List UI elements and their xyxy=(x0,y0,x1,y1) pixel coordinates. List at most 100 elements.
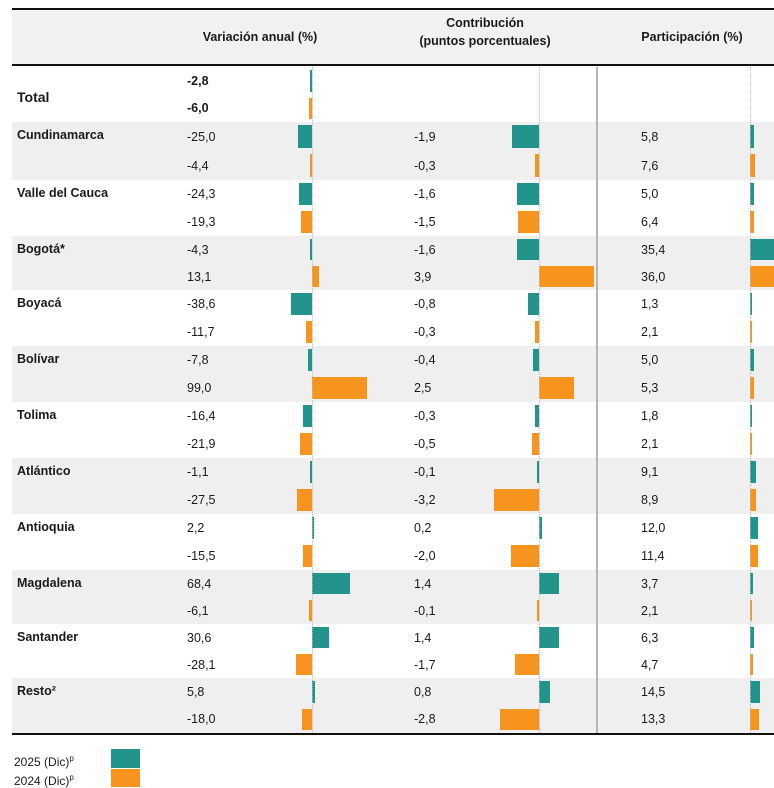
part-value-cundinamarca-2025: 5,8 xyxy=(641,129,659,144)
part-bar-bogota-2025 xyxy=(750,239,774,260)
contrib-value-antioquia-2024: -2,0 xyxy=(414,549,436,563)
var-value-bogota-2025: -4,3 xyxy=(187,242,209,257)
part-value-tolima-2024: 2,1 xyxy=(641,437,659,451)
var-bar-magdalena-2024 xyxy=(308,600,312,621)
part-value-magdalena-2024: 2,1 xyxy=(641,603,659,618)
contrib-bar-resto-2024 xyxy=(499,708,539,730)
contrib-value-magdalena-2025: 1,4 xyxy=(414,576,432,591)
var-value-boyaca-2024: -11,7 xyxy=(187,325,215,339)
contrib-value-cundinamarca-2025: -1,9 xyxy=(414,129,436,144)
part-value-magdalena-2025: 3,7 xyxy=(641,576,659,591)
contrib-value-tolima-2025: -0,3 xyxy=(414,409,436,423)
contrib-value-valle-del-cauca-2025: -1,6 xyxy=(414,187,436,201)
part-bar-boyaca-2025 xyxy=(750,293,752,315)
contrib-bar-boyaca-2025 xyxy=(527,293,539,315)
top-rule xyxy=(12,8,774,10)
part-value-santander-2025: 6,3 xyxy=(641,630,659,645)
var-value-resto-2024: -18,0 xyxy=(187,712,216,727)
part-value-bogota-2024: 36,0 xyxy=(641,269,666,284)
contrib-value-bogota-2025: -1,6 xyxy=(414,242,436,257)
contrib-value-valle-del-cauca-2024: -1,5 xyxy=(414,215,436,229)
var-value-cundinamarca-2024: -4,4 xyxy=(187,158,209,173)
part-bar-resto-2024 xyxy=(750,708,760,730)
contrib-bar-cundinamarca-2025 xyxy=(512,125,539,148)
part-value-atlantico-2024: 8,9 xyxy=(641,493,659,507)
row-band xyxy=(12,122,774,180)
contrib-bar-valle-del-cauca-2025 xyxy=(516,183,539,205)
contrib-value-santander-2025: 1,4 xyxy=(414,630,432,645)
contrib-bar-resto-2025 xyxy=(539,681,551,703)
part-value-bogota-2025: 35,4 xyxy=(641,242,666,257)
var-bar-santander-2024 xyxy=(296,654,312,675)
part-value-bolivar-2024: 5,3 xyxy=(641,381,659,395)
row-band xyxy=(12,458,774,514)
contrib-value-atlantico-2024: -3,2 xyxy=(414,493,436,507)
var-bar-total-2024 xyxy=(308,97,312,119)
contrib-value-santander-2024: -1,7 xyxy=(414,657,436,672)
part-bar-bolivar-2024 xyxy=(750,377,754,399)
contrib-bar-bogota-2025 xyxy=(516,239,539,260)
contrib-bar-bolivar-2024 xyxy=(539,377,574,399)
row-label-resto: Resto² xyxy=(17,684,56,698)
contrib-value-bolivar-2024: 2,5 xyxy=(414,381,432,395)
var-value-magdalena-2025: 68,4 xyxy=(187,576,212,591)
row-label-valle-del-cauca: Valle del Cauca xyxy=(17,186,109,200)
var-bar-total-2025 xyxy=(310,70,312,92)
part-bar-bolivar-2025 xyxy=(750,349,754,371)
legend-swatch-2024 xyxy=(111,769,140,787)
contrib-value-resto-2024: -2,8 xyxy=(414,712,436,727)
legend-swatch-2025 xyxy=(111,749,140,768)
part-bar-cundinamarca-2024 xyxy=(750,154,756,177)
part-value-atlantico-2025: 9,1 xyxy=(641,465,659,479)
contrib-value-bogota-2024: 3,9 xyxy=(414,269,432,284)
part-value-antioquia-2025: 12,0 xyxy=(641,521,666,535)
var-value-magdalena-2024: -6,1 xyxy=(187,603,209,618)
var-value-antioquia-2025: 2,2 xyxy=(187,521,205,535)
bottom-rule xyxy=(12,733,774,735)
contrib-bar-bolivar-2025 xyxy=(533,349,539,371)
contrib-bar-cundinamarca-2024 xyxy=(534,154,539,177)
var-value-boyaca-2025: -38,6 xyxy=(187,297,216,311)
var-bar-boyaca-2025 xyxy=(290,293,312,315)
var-bar-bolivar-2024 xyxy=(312,377,367,399)
part-bar-bogota-2024 xyxy=(750,266,774,287)
part-value-cundinamarca-2024: 7,6 xyxy=(641,158,659,173)
var-value-resto-2025: 5,8 xyxy=(187,684,205,699)
part-bar-tolima-2025 xyxy=(750,405,752,427)
row-label-bolivar: Bolívar xyxy=(17,352,60,366)
part-value-boyaca-2024: 2,1 xyxy=(641,325,659,339)
part-value-valle-del-cauca-2025: 5,0 xyxy=(641,187,659,201)
row-label-antioquia: Antioquia xyxy=(17,520,75,534)
row-label-santander: Santander xyxy=(17,630,79,644)
row-label-tolima: Tolima xyxy=(17,408,57,422)
contrib-bar-tolima-2025 xyxy=(534,405,539,427)
header-background xyxy=(12,8,774,65)
var-bar-resto-2024 xyxy=(302,708,312,730)
header-contribucion: Contribución (puntos porcentuales) xyxy=(419,16,551,48)
part-bar-antioquia-2024 xyxy=(750,545,758,567)
contrib-bar-boyaca-2024 xyxy=(534,321,539,343)
part-value-santander-2024: 4,7 xyxy=(641,657,659,672)
var-value-bolivar-2024: 99,0 xyxy=(187,381,212,395)
header-variacion-anual: Variación anual (%) xyxy=(202,30,318,44)
row-band xyxy=(12,346,774,402)
var-bar-boyaca-2024 xyxy=(305,321,312,343)
contrib-value-antioquia-2025: 0,2 xyxy=(414,521,432,535)
part-bar-valle-del-cauca-2024 xyxy=(750,211,755,233)
part-value-bolivar-2025: 5,0 xyxy=(641,353,659,367)
var-value-atlantico-2024: -27,5 xyxy=(187,493,216,507)
part-bar-magdalena-2024 xyxy=(750,600,752,621)
legend-label-2025: 2025 (Dic)p xyxy=(14,754,74,769)
contrib-bar-antioquia-2024 xyxy=(511,545,539,567)
var-bar-tolima-2025 xyxy=(302,405,312,427)
contrib-axis-line xyxy=(539,67,541,733)
var-bar-atlantico-2024 xyxy=(296,489,312,511)
part-bar-resto-2025 xyxy=(750,681,761,703)
var-bar-valle-del-cauca-2025 xyxy=(298,183,312,205)
part-value-tolima-2025: 1,8 xyxy=(641,409,659,423)
var-bar-cundinamarca-2025 xyxy=(298,125,312,148)
contrib-bar-santander-2025 xyxy=(539,627,559,648)
row-label-total: Total xyxy=(17,88,50,105)
contrib-value-bolivar-2025: -0,4 xyxy=(414,353,436,367)
part-bar-atlantico-2024 xyxy=(750,489,757,511)
